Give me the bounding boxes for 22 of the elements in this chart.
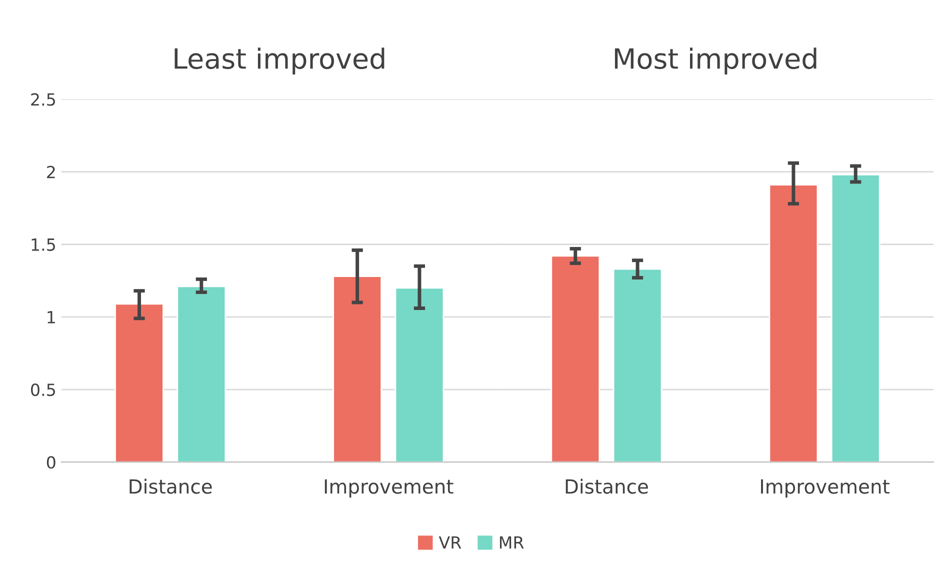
y-tick-label: 2 [47,166,55,178]
x-tick-label: Improvement [324,479,454,498]
bar [612,268,662,462]
y-tick-label: 1 [48,311,55,324]
bar [114,303,164,462]
chart-title: Most improved [614,48,816,74]
bar [176,286,226,462]
legend-label: VR [438,536,462,549]
x-tick-label: Distance [130,478,212,494]
legend-label: MR [500,536,524,549]
bar [768,184,818,462]
chart-title: Least improved [174,48,384,74]
y-tick-label: 0 [46,456,56,469]
y-tick-label: 0.5 [31,383,55,396]
bar [550,255,600,462]
x-tick-label: Distance [566,478,648,494]
bar [332,276,382,462]
x-tick-label: Improvement [761,479,890,498]
bar [394,287,444,462]
y-tick-label: 2.5 [31,93,55,106]
bar [830,174,880,462]
y-tick-label: 1.5 [32,238,55,251]
